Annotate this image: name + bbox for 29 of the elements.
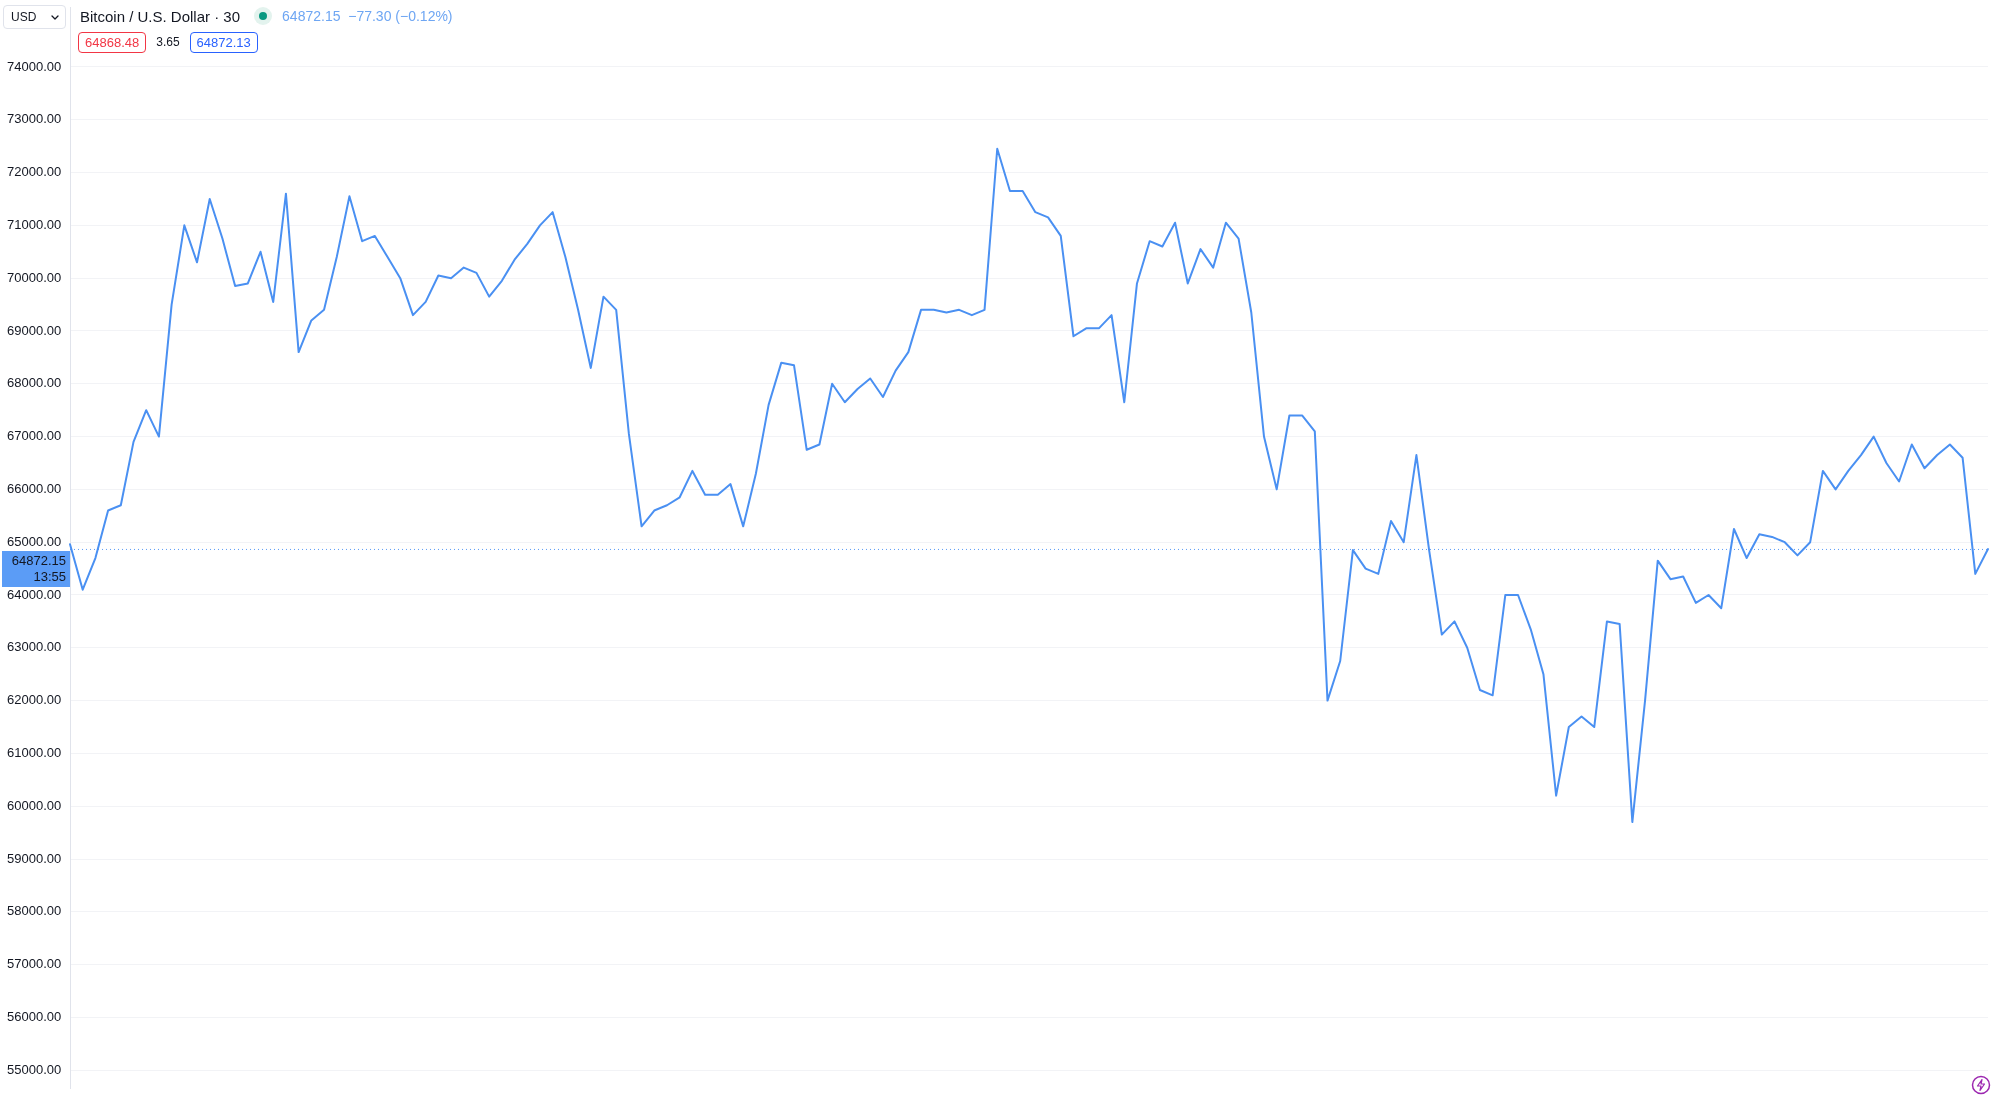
y-tick-label: 64000.00 xyxy=(7,586,62,602)
y-tick-label: 57000.00 xyxy=(7,956,62,972)
y-tick-label: 68000.00 xyxy=(7,375,62,391)
y-tick-label: 59000.00 xyxy=(7,850,62,866)
y-tick-label: 74000.00 xyxy=(7,58,62,74)
y-tick-label: 62000.00 xyxy=(7,692,62,708)
text: 13:55 xyxy=(33,568,66,584)
y-tick-label: 56000.00 xyxy=(7,1009,62,1025)
chart-title: Bitcoin / U.S. Dollar · 30 xyxy=(80,7,241,25)
y-tick-label: 67000.00 xyxy=(7,428,62,444)
y-tick-label: 72000.00 xyxy=(7,164,62,180)
y-tick-label: 65000.00 xyxy=(7,533,62,549)
annotation: 64872.13 xyxy=(189,31,258,53)
y-tick-label: 61000.00 xyxy=(7,744,62,760)
y-tick-label: 66000.00 xyxy=(7,480,62,496)
y-tick-label: 55000.00 xyxy=(7,1061,62,1077)
annotation: 3.65 xyxy=(155,34,181,50)
y-tick-label: 73000.00 xyxy=(7,111,62,127)
y-tick-label: 71000.00 xyxy=(7,216,62,232)
y-tick-label: 69000.00 xyxy=(7,322,62,338)
y-tick-label: 70000.00 xyxy=(7,269,62,285)
y-tick-label: 60000.00 xyxy=(7,797,62,813)
y-tick-label: 58000.00 xyxy=(7,903,62,919)
y-tick-label: 63000.00 xyxy=(7,639,62,655)
chart-subtitle: 64872.15 −77.30 (−0.12%) xyxy=(282,8,453,24)
ref-line-label: 64872.15 xyxy=(11,552,66,568)
y-axis-title: USD xyxy=(11,10,37,24)
annotation: 64868.48 xyxy=(78,31,147,53)
dropdown: USD xyxy=(3,5,66,29)
